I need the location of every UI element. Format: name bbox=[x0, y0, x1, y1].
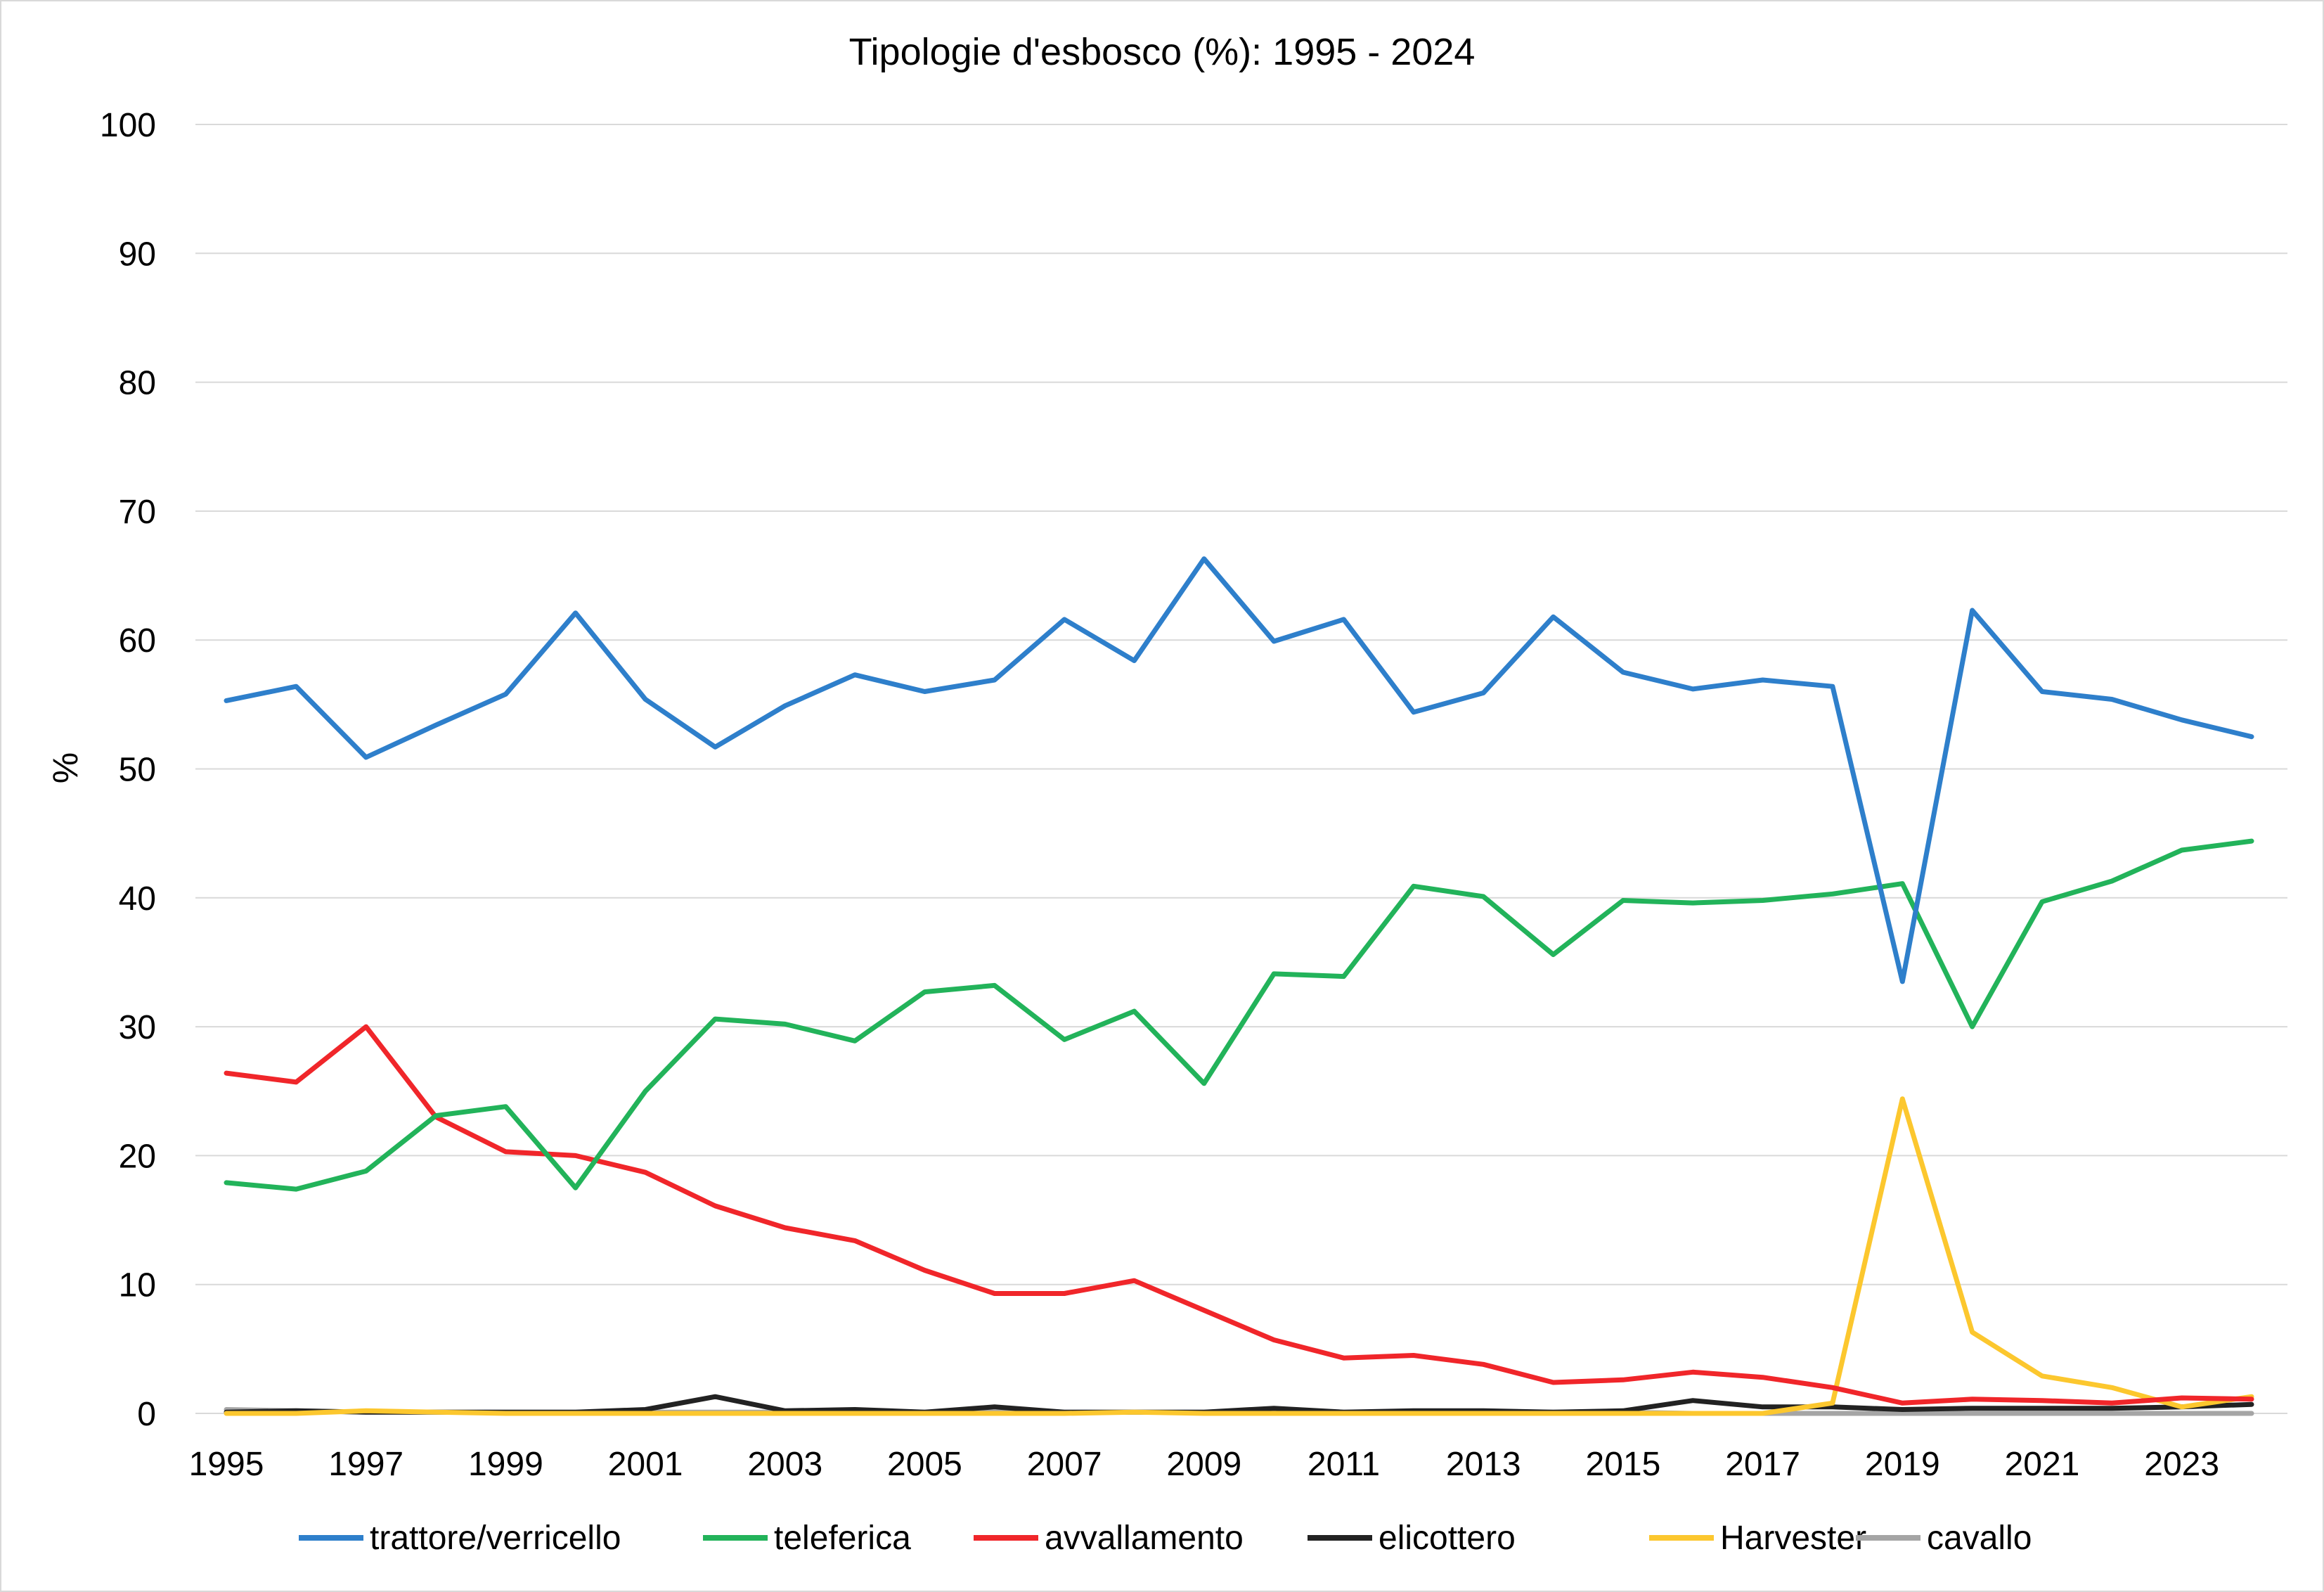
chart-title: Tipologie d'esbosco (%): 1995 - 2024 bbox=[849, 31, 1476, 73]
x-tick-label: 2023 bbox=[2144, 1446, 2219, 1483]
y-tick-label: 20 bbox=[119, 1138, 156, 1175]
legend-label: avvallamento bbox=[1045, 1520, 1244, 1557]
y-tick-label: 10 bbox=[119, 1267, 156, 1304]
x-tick-label: 2021 bbox=[2005, 1446, 2080, 1483]
legend-item: cavallo bbox=[1856, 1520, 2032, 1557]
y-axis-ticks: 0 10 20 30 40 50 60 70 80 90 100 bbox=[100, 107, 156, 1433]
x-tick-label: 1997 bbox=[328, 1446, 404, 1483]
x-tick-label: 2001 bbox=[608, 1446, 683, 1483]
y-tick-label: 100 bbox=[100, 107, 156, 144]
legend: trattore/verricello teleferica avvallament… bbox=[299, 1520, 2032, 1557]
legend-label: elicottero bbox=[1379, 1520, 1516, 1557]
y-tick-label: 0 bbox=[137, 1396, 156, 1433]
x-tick-label: 2005 bbox=[887, 1446, 962, 1483]
gridlines bbox=[195, 124, 2287, 1414]
x-axis-ticks: 1995 1997 1999 2001 2003 2005 2007 2009 2011 2013… bbox=[189, 1446, 2219, 1483]
legend-item: trattore/verricello bbox=[299, 1520, 621, 1557]
series-lines bbox=[224, 556, 2254, 1416]
x-tick-label: 2013 bbox=[1446, 1446, 1521, 1483]
y-tick-label: 90 bbox=[119, 236, 156, 273]
legend-label: cavallo bbox=[1927, 1520, 2032, 1557]
legend-item: teleferica bbox=[703, 1520, 911, 1557]
x-tick-label: 1995 bbox=[189, 1446, 264, 1483]
y-tick-label: 50 bbox=[119, 752, 156, 789]
y-tick-label: 30 bbox=[119, 1009, 156, 1046]
y-tick-label: 70 bbox=[119, 494, 156, 531]
x-tick-label: 2019 bbox=[1865, 1446, 1940, 1483]
series-line-harvester bbox=[224, 1096, 2254, 1416]
legend-item: Harvester bbox=[1649, 1520, 1866, 1557]
x-tick-label: 2017 bbox=[1725, 1446, 1800, 1483]
legend-item: elicottero bbox=[1308, 1520, 1516, 1557]
legend-label: trattore/verricello bbox=[370, 1520, 621, 1557]
x-tick-label: 2009 bbox=[1166, 1446, 1241, 1483]
y-tick-label: 60 bbox=[119, 622, 156, 660]
series-line-avvallamento bbox=[224, 1024, 2254, 1406]
y-tick-label: 80 bbox=[119, 365, 156, 402]
y-axis-label: % bbox=[46, 752, 85, 783]
y-tick-label: 40 bbox=[119, 880, 156, 918]
x-tick-label: 2003 bbox=[747, 1446, 822, 1483]
legend-label: teleferica bbox=[774, 1520, 911, 1557]
legend-item: avvallamento bbox=[974, 1520, 1244, 1557]
series-line-teleferica bbox=[224, 838, 2254, 1192]
series-line-trattore-verricello bbox=[224, 556, 2254, 984]
x-tick-label: 2015 bbox=[1586, 1446, 1661, 1483]
x-tick-label: 2011 bbox=[1308, 1446, 1380, 1483]
x-tick-label: 1999 bbox=[468, 1446, 543, 1483]
x-tick-label: 2007 bbox=[1027, 1446, 1102, 1483]
legend-label: Harvester bbox=[1720, 1520, 1866, 1557]
